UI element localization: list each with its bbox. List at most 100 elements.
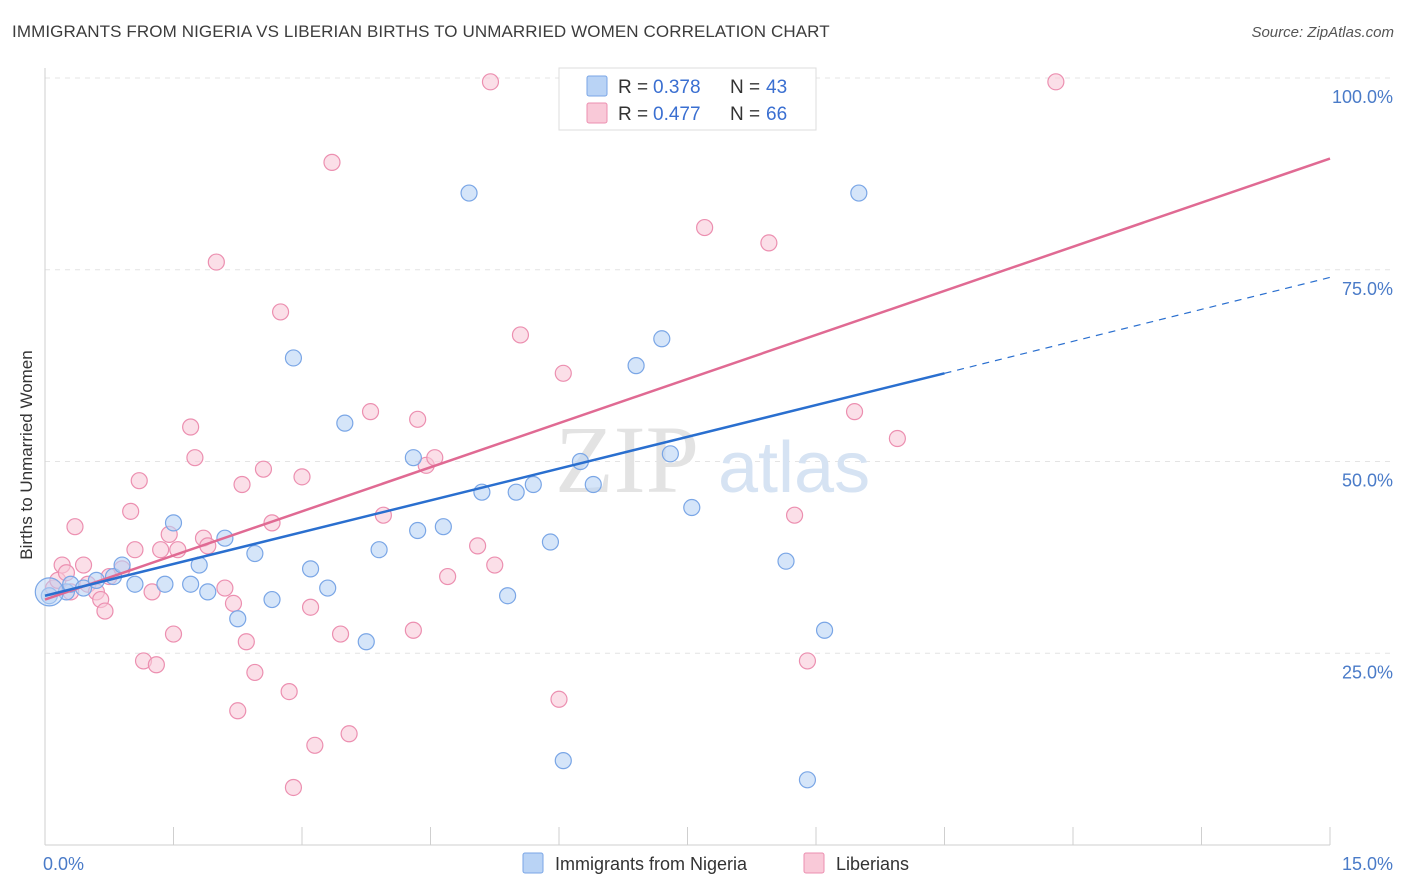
x-tick-label-min: 0.0% xyxy=(43,854,84,874)
nigeria-point-31 xyxy=(541,533,560,551)
nigeria-point-12 xyxy=(199,583,217,601)
nigeria-point-7 xyxy=(126,575,144,593)
nigeria-point-20 xyxy=(336,414,354,432)
liberians-point-46 xyxy=(404,621,422,639)
liberians-point-35 xyxy=(271,303,290,321)
y-tick-label-2: 75.0% xyxy=(1342,279,1393,299)
liberians-point-57 xyxy=(696,218,714,237)
legend-r-value-nigeria: 0.378 xyxy=(653,77,701,98)
liberians-point-13 xyxy=(126,541,144,559)
nigeria-point-30 xyxy=(524,475,542,494)
liberians-point-41 xyxy=(323,153,341,171)
liberians-point-61 xyxy=(798,652,817,670)
liberians-point-30 xyxy=(233,475,251,494)
nigeria-point-35 xyxy=(627,357,645,375)
liberians-point-22 xyxy=(182,418,200,436)
watermark: ZIP atlas xyxy=(555,406,870,513)
correlation-legend: R = 0.378 N = 43 R = 0.477 N = 66 xyxy=(558,67,817,131)
nigeria-point-37 xyxy=(661,445,679,463)
liberians-point-47 xyxy=(409,410,427,428)
y-tick-label-1: 50.0% xyxy=(1342,471,1393,491)
nigeria-point-26 xyxy=(460,184,478,202)
liberians-point-9 xyxy=(96,602,114,620)
liberians-point-62 xyxy=(845,403,864,421)
legend-r-label: R = xyxy=(618,104,648,125)
nigeria-point-38 xyxy=(683,498,701,517)
liberians-point-32 xyxy=(246,663,264,682)
tick-labels: 25.0% 50.0% 75.0% 100.0% 0.0% 15.0% xyxy=(43,87,1393,874)
axes xyxy=(44,68,1331,846)
nigeria-point-25 xyxy=(434,518,452,536)
nigeria-point-9 xyxy=(164,514,183,532)
nigeria-point-34 xyxy=(584,475,602,494)
liberians-point-16 xyxy=(143,583,161,601)
nigeria-point-36 xyxy=(653,330,671,348)
chart-title: IMMIGRANTS FROM NIGERIA VS LIBERIAN BIRT… xyxy=(12,22,830,41)
liberians-point-43 xyxy=(340,725,358,743)
liberians-point-28 xyxy=(224,594,243,612)
series-nigeria-points xyxy=(34,184,868,789)
y-tick-label-3: 100.0% xyxy=(1332,87,1393,107)
nigeria-point-19 xyxy=(319,579,337,597)
legend-n-value-nigeria: 43 xyxy=(766,77,787,98)
liberians-point-52 xyxy=(481,73,500,91)
legend-swatch-liberians xyxy=(586,102,608,124)
nigeria-point-29 xyxy=(507,483,525,501)
legend-label-nigeria: Immigrants from Nigeria xyxy=(555,854,748,874)
nigeria-point-18 xyxy=(301,560,320,578)
nigeria-point-21 xyxy=(357,633,375,651)
x-tick-label-max: 15.0% xyxy=(1342,854,1393,874)
liberians-point-60 xyxy=(785,506,804,524)
liberians-point-64 xyxy=(1047,73,1065,91)
nigeria-point-42 xyxy=(850,184,868,202)
liberians-point-37 xyxy=(284,778,303,797)
legend-r-label: R = xyxy=(618,77,648,98)
liberians-point-40 xyxy=(306,736,324,754)
legend-n-value-liberians: 66 xyxy=(766,104,787,125)
liberians-point-44 xyxy=(361,403,380,421)
nigeria-point-8 xyxy=(156,575,174,593)
liberians-point-12 xyxy=(122,502,140,520)
nigeria-point-15 xyxy=(246,544,264,563)
liberians-point-18 xyxy=(152,541,170,559)
liberians-point-5 xyxy=(74,556,93,574)
liberians-point-59 xyxy=(760,234,778,252)
legend-swatch-nigeria xyxy=(586,75,608,97)
nigeria-point-28 xyxy=(499,587,517,605)
nigeria-point-32 xyxy=(554,752,572,770)
watermark-atlas: atlas xyxy=(718,428,870,508)
nigeria-point-40 xyxy=(798,771,817,789)
liberians-point-23 xyxy=(186,449,204,467)
legend-label-liberians: Liberians xyxy=(836,854,909,874)
series-legend: Immigrants from Nigeria Liberians xyxy=(522,852,909,874)
liberians-point-31 xyxy=(237,633,255,651)
legend-swatch-liberians xyxy=(803,852,825,874)
liberians-point-14 xyxy=(130,472,148,490)
gridlines xyxy=(45,77,1390,654)
trend-line-liberians xyxy=(44,157,1331,601)
legend-n-label: N = xyxy=(730,77,760,98)
liberians-point-42 xyxy=(331,625,350,643)
series-liberians-points xyxy=(44,73,1065,797)
legend-r-value-liberians: 0.477 xyxy=(653,104,701,125)
liberians-point-38 xyxy=(293,468,311,486)
liberians-point-53 xyxy=(486,556,504,574)
nigeria-point-39 xyxy=(777,552,795,570)
nigeria-point-41 xyxy=(815,621,834,639)
liberians-point-51 xyxy=(469,537,487,555)
y-axis-label: Births to Unmarried Women xyxy=(17,350,36,559)
trend-line-nigeria-extension xyxy=(944,276,1331,374)
nigeria-point-23 xyxy=(404,449,422,467)
trend-line-nigeria xyxy=(44,372,945,597)
liberians-point-17 xyxy=(147,656,165,674)
nigeria-point-14 xyxy=(229,610,247,628)
nigeria-point-16 xyxy=(263,590,281,609)
liberians-point-36 xyxy=(280,682,298,701)
liberians-point-63 xyxy=(888,429,906,448)
liberians-point-27 xyxy=(216,579,234,597)
liberians-point-29 xyxy=(229,702,247,720)
liberians-point-33 xyxy=(254,460,273,478)
liberians-point-50 xyxy=(439,567,457,586)
legend-n-label: N = xyxy=(730,104,760,125)
